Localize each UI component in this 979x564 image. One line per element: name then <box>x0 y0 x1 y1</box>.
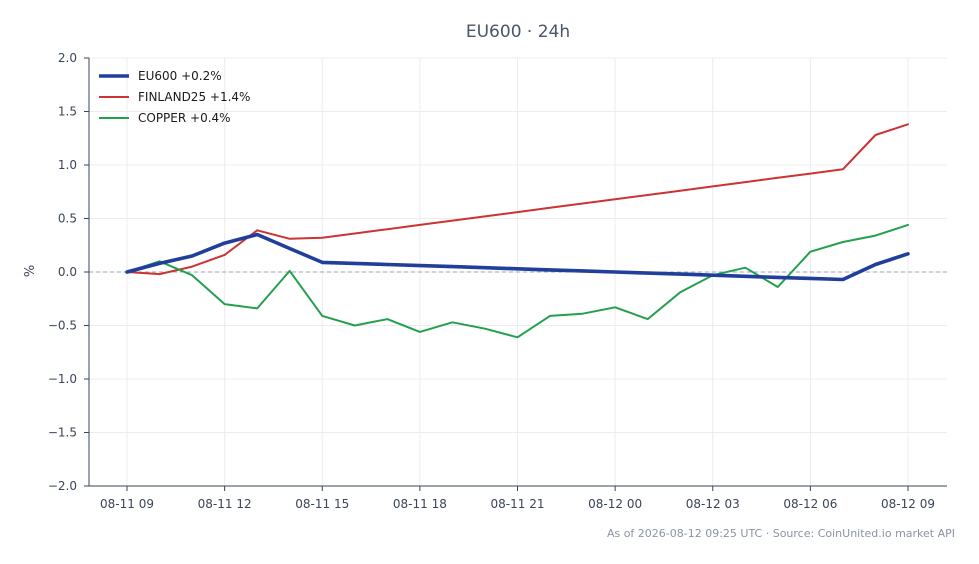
y-tick-label: 0.5 <box>58 212 77 226</box>
series-lines <box>125 123 910 339</box>
series-line-eu600 <box>125 232 910 282</box>
y-tick-label: 2.0 <box>58 51 77 65</box>
x-tick-label: 08-12 00 <box>588 497 642 511</box>
legend-entry: COPPER +0.4% <box>138 111 231 125</box>
y-tick-label: −2.0 <box>48 479 77 493</box>
y-tick-label: −0.5 <box>48 319 77 333</box>
series-line-finland25 <box>126 123 909 276</box>
source-footer: As of 2026-08-12 09:25 UTC · Source: Coi… <box>607 527 955 540</box>
grid <box>89 57 947 487</box>
y-tick-label: −1.0 <box>48 372 77 386</box>
x-tick-label: 08-11 09 <box>100 497 154 511</box>
y-tick-label: 1.5 <box>58 105 77 119</box>
legend-entry: FINLAND25 +1.4% <box>138 90 250 104</box>
y-tick-label: −1.5 <box>48 426 77 440</box>
y-axis-ticks: 2.0 1.5 1.0 0.5 0.0 −0.5 −1.0 −1.5 −2.0 <box>48 51 89 493</box>
y-tick-label: 0.0 <box>58 265 77 279</box>
series-line-copper <box>126 223 909 339</box>
y-axis-label: % <box>23 265 38 277</box>
x-tick-label: 08-11 18 <box>393 497 447 511</box>
x-tick-label: 08-11 21 <box>491 497 545 511</box>
x-tick-label: 08-12 06 <box>783 497 837 511</box>
x-tick-label: 08-12 09 <box>881 497 935 511</box>
legend-entry: EU600 +0.2% <box>138 69 222 83</box>
x-tick-label: 08-12 03 <box>686 497 740 511</box>
chart-title: EU600 · 24h <box>466 22 570 42</box>
legend: EU600 +0.2% FINLAND25 +1.4% COPPER +0.4% <box>99 69 250 125</box>
x-axis-ticks: 08-11 09 08-11 12 08-11 15 08-11 18 08-11 21… <box>100 486 935 511</box>
x-tick-label: 08-11 12 <box>198 497 252 511</box>
x-tick-label: 08-11 15 <box>295 497 349 511</box>
y-tick-label: 1.0 <box>58 158 77 172</box>
